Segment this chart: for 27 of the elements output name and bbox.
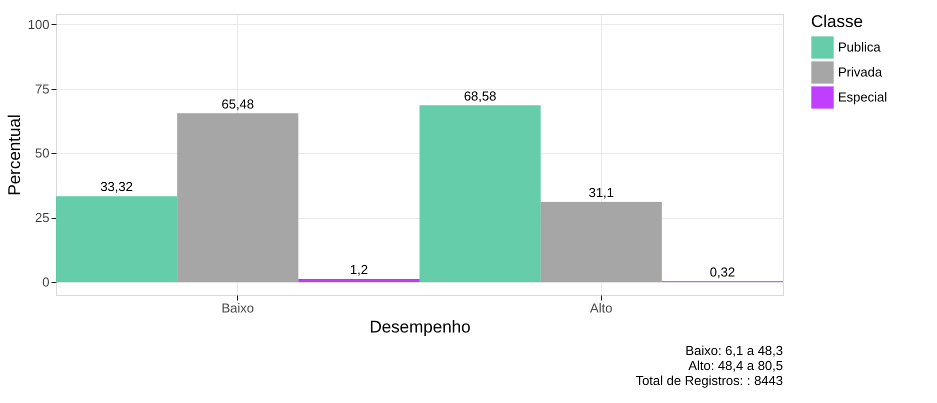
data-label: 33,32 xyxy=(100,179,133,194)
bar xyxy=(420,105,541,282)
data-label: 31,1 xyxy=(588,184,614,200)
y-axis-title: Percentual xyxy=(4,114,24,196)
text: Total de Registros: : 8443 xyxy=(636,373,783,388)
y-tick-label: 50 xyxy=(35,146,50,161)
y-tick-label: 25 xyxy=(35,210,50,226)
data-label: 65,48 xyxy=(221,96,254,112)
bar xyxy=(540,202,662,282)
y-tick-label: 100 xyxy=(28,16,50,32)
y-tick-label: 0 xyxy=(42,274,50,290)
legend-label: Privada xyxy=(838,64,883,80)
legend-label: Publica xyxy=(838,40,882,54)
text: Baixo: 6,1 a 48,3 xyxy=(685,343,783,358)
legend-label: Especial xyxy=(838,90,888,104)
bar xyxy=(177,113,298,282)
x-tick-label: Baixo xyxy=(221,300,254,316)
x-tick-label: Alto xyxy=(590,300,612,316)
data-label: 68,58 xyxy=(464,88,496,104)
data-label: 1,2 xyxy=(350,262,368,278)
bar xyxy=(56,196,178,282)
x-axis-title: Desempenho xyxy=(369,318,471,336)
bar xyxy=(298,279,420,282)
text: Alto: 48,4 a 80,5 xyxy=(688,358,783,373)
y-tick-label: 75 xyxy=(35,81,50,96)
data-label: 0,32 xyxy=(710,264,736,280)
legend-title: Classe xyxy=(811,12,863,31)
